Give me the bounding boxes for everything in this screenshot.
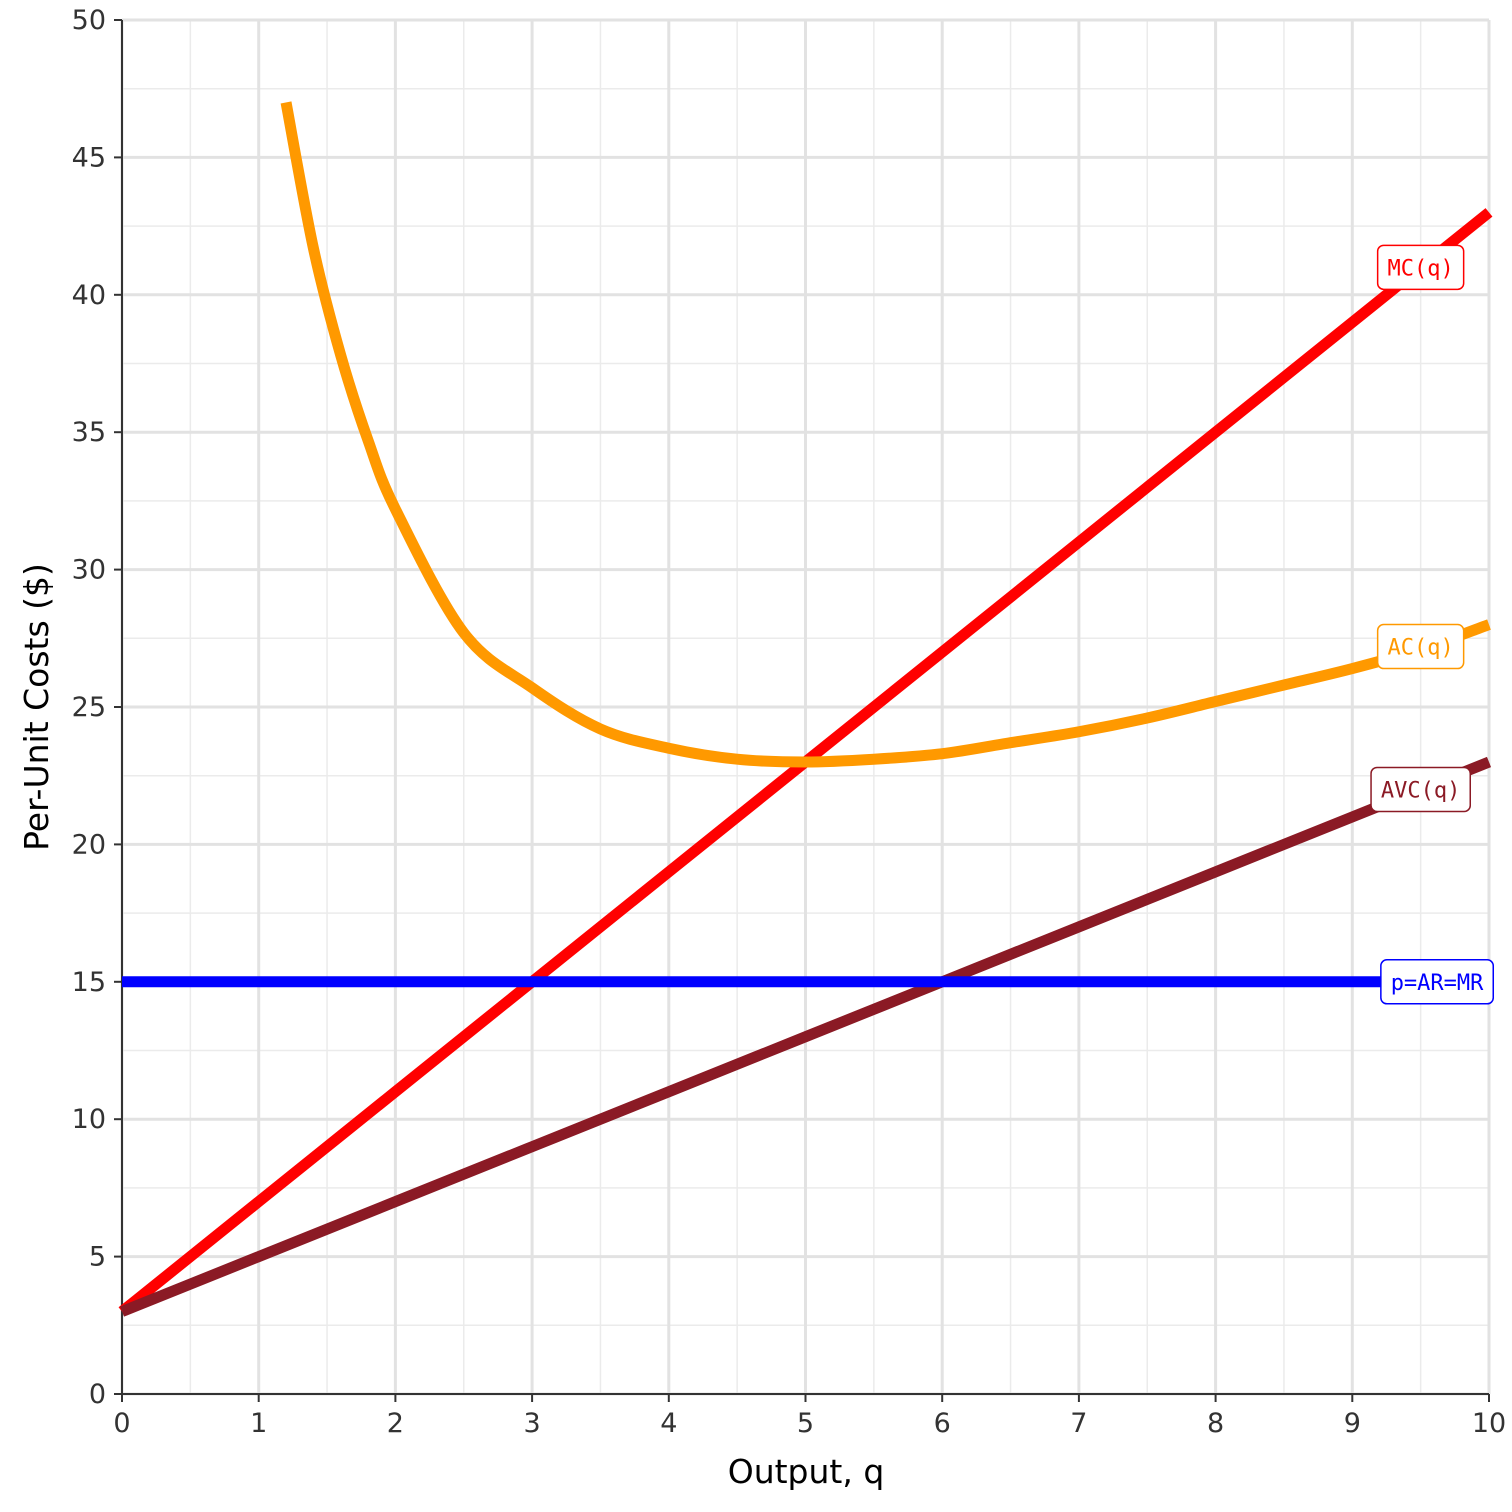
y-tick-label: 20 <box>72 829 106 860</box>
x-tick-label: 1 <box>250 1408 267 1439</box>
x-tick-label: 0 <box>113 1408 130 1439</box>
axes <box>114 19 1490 1402</box>
x-tick-label: 7 <box>1070 1408 1087 1439</box>
x-tick-label: 10 <box>1472 1408 1506 1439</box>
label-avc-q: AVC(q) <box>1381 778 1460 803</box>
curve-labels: MC(q) AC(q) AVC(q) p=AR=MR <box>1370 244 1495 1005</box>
label-box-avc-q <box>1370 766 1472 813</box>
x-tick-label: 2 <box>387 1408 404 1439</box>
label-box-ac-q <box>1376 623 1465 670</box>
series-line-avc-q <box>119 756 1492 1317</box>
y-tick-label: 5 <box>89 1242 106 1273</box>
y-tick-label: 50 <box>72 5 106 36</box>
x-tick-label: 3 <box>524 1408 541 1439</box>
y-tick-label: 10 <box>72 1104 106 1135</box>
x-axis-title: Output, q <box>728 1452 885 1491</box>
x-tick-label: 8 <box>1207 1408 1224 1439</box>
label-p-ar-mr: p=AR=MR <box>1391 971 1484 996</box>
x-tick-label: 6 <box>934 1408 951 1439</box>
y-tick-label: 0 <box>89 1379 106 1410</box>
y-tick-label: 45 <box>72 142 106 173</box>
y-tick-label: 25 <box>72 692 106 723</box>
series-line-ac-q <box>280 101 1491 768</box>
y-tick-label: 40 <box>72 280 106 311</box>
x-tick-label: 4 <box>660 1408 677 1439</box>
y-tick-label: 35 <box>72 417 106 448</box>
y-tick-label: 30 <box>72 555 106 586</box>
label-ac-q: AC(q) <box>1388 636 1454 661</box>
x-tick-label: 5 <box>797 1408 814 1439</box>
y-tick-label: 15 <box>72 967 106 998</box>
label-box-mc-q <box>1376 244 1465 291</box>
label-box-p-ar-mr <box>1380 959 1495 1005</box>
y-axis-title: Per-Unit Costs ($) <box>17 563 56 851</box>
x-tick-label: 9 <box>1344 1408 1361 1439</box>
series-lines <box>118 101 1493 1317</box>
label-mc-q: MC(q) <box>1388 256 1454 281</box>
